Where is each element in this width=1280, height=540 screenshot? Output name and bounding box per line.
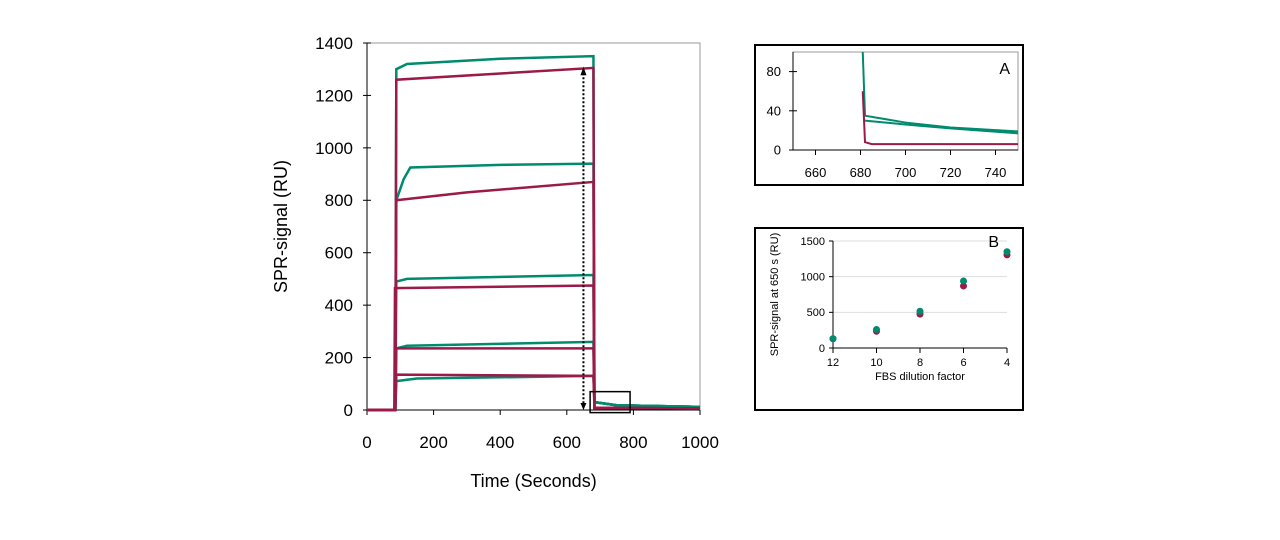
x-tick-label: 12 <box>827 357 839 369</box>
inset-a: 660 680 700 720 740 0 40 80 A <box>767 51 1019 180</box>
y-tick-label: 1000 <box>315 139 353 158</box>
x-tick-label: 400 <box>486 433 514 452</box>
x-tick-label: 700 <box>895 165 917 180</box>
inset-a-border <box>754 44 1024 186</box>
data-point-teal <box>873 325 880 333</box>
x-tick-label: 800 <box>619 433 647 452</box>
x-tick-label: 200 <box>419 433 447 452</box>
x-tick-label: 6 <box>960 357 966 369</box>
y-tick-label: 400 <box>325 296 353 315</box>
inset-b: 12 10 8 6 4 0 500 1000 1500 FBS dilution factor SP… <box>769 233 1011 383</box>
series-crimson-1 <box>367 66 701 412</box>
panel-label: B <box>988 234 999 251</box>
y-tick-label: 200 <box>325 349 353 368</box>
panel-label: A <box>999 61 1010 78</box>
data-point-crimson <box>960 282 967 290</box>
data-point-teal <box>829 335 837 343</box>
y-axis-title: SPR-signal at 650 s (RU) <box>769 233 781 357</box>
y-axis-title: SPR-signal (RU) <box>271 160 291 293</box>
x-axis-title: FBS dilution factor <box>875 371 965 383</box>
x-tick-label: 4 <box>1004 357 1010 369</box>
zoom-region-box <box>589 390 631 414</box>
x-tick-label: 680 <box>850 165 872 180</box>
y-tick-label: 40 <box>767 103 781 118</box>
x-tick-label: 600 <box>553 433 581 452</box>
x-tick-label: 720 <box>940 165 962 180</box>
x-tick-label: 10 <box>870 357 882 369</box>
y-tick-label: 80 <box>767 64 781 79</box>
series-teal <box>861 51 1019 133</box>
inset-b-border <box>754 227 1024 411</box>
x-tick-label: 8 <box>917 357 923 369</box>
series-crimson <box>861 91 1018 146</box>
y-tick-label: 600 <box>325 244 353 263</box>
y-tick-label: 1000 <box>801 272 825 284</box>
data-point-teal <box>960 277 967 285</box>
main-chart: 0 200 400 600 800 1000 0 200 400 600 800 1000 1200 14… <box>271 34 719 491</box>
series-teal-5 <box>367 374 701 412</box>
y-tick-label: 0 <box>774 143 781 158</box>
data-point-teal <box>1003 248 1011 256</box>
series-crimson-5 <box>367 373 701 412</box>
x-tick-label: 0 <box>362 433 371 452</box>
y-tick-label: 800 <box>325 191 353 210</box>
x-tick-label: 740 <box>985 165 1007 180</box>
y-tick-label: 500 <box>807 307 825 319</box>
x-tick-label: 1000 <box>681 433 719 452</box>
y-tick-label: 1200 <box>315 86 353 105</box>
series-teal-1 <box>367 54 701 412</box>
data-point-teal <box>916 307 924 315</box>
y-tick-label: 0 <box>344 401 353 420</box>
x-tick-label: 660 <box>805 165 827 180</box>
plot-frame <box>366 42 701 411</box>
series-teal-b <box>864 119 1019 135</box>
y-tick-label: 1500 <box>801 236 825 248</box>
x-axis-title: Time (Seconds) <box>470 471 596 491</box>
y-tick-label: 0 <box>819 343 825 355</box>
y-tick-label: 1400 <box>315 34 353 53</box>
